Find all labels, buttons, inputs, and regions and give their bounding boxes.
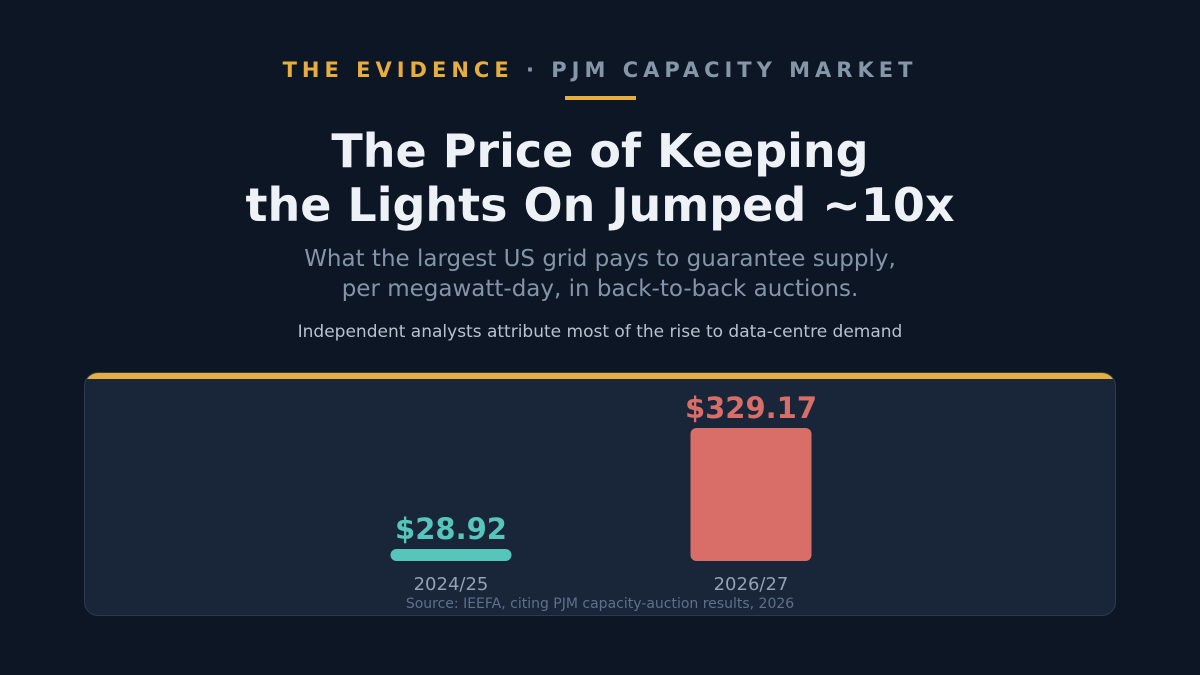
bar-2024-25 xyxy=(390,549,512,561)
category-label-2024-25: 2024/25 xyxy=(414,574,489,595)
bar-2026-27 xyxy=(690,428,812,561)
subtitle-line-1: What the largest US grid pays to guarant… xyxy=(304,246,896,272)
eyebrow: THE EVIDENCE · PJM CAPACITY MARKET xyxy=(0,58,1200,82)
category-label-2026-27: 2026/27 xyxy=(714,574,789,595)
title-line-1: The Price of Keeping xyxy=(331,124,869,178)
accent-rule xyxy=(565,96,636,100)
title-line-2: the Lights On Jumped ~10x xyxy=(245,178,955,232)
panel-accent-bar xyxy=(85,373,1115,379)
eyebrow-topic: PJM CAPACITY MARKET xyxy=(551,58,918,82)
source-note: Source: IEEFA, citing PJM capacity-aucti… xyxy=(405,596,795,612)
value-label-2024-25: $28.92 xyxy=(395,512,507,546)
chart-panel: $28.92 2024/25 $329.17 2026/27 xyxy=(84,372,1116,616)
attribution-note: Independent analysts attribute most of t… xyxy=(297,322,903,342)
page-title: The Price of Keeping the Lights On Jumpe… xyxy=(0,124,1200,232)
eyebrow-separator: · xyxy=(525,58,539,82)
subtitle-line-2: per megawatt-day, in back-to-back auctio… xyxy=(341,276,859,302)
value-label-2026-27: $329.17 xyxy=(685,391,817,425)
bar-chart: $28.92 2024/25 $329.17 2026/27 xyxy=(390,391,817,595)
eyebrow-tag: THE EVIDENCE xyxy=(282,58,514,82)
subtitle: What the largest US grid pays to guarant… xyxy=(0,244,1200,304)
